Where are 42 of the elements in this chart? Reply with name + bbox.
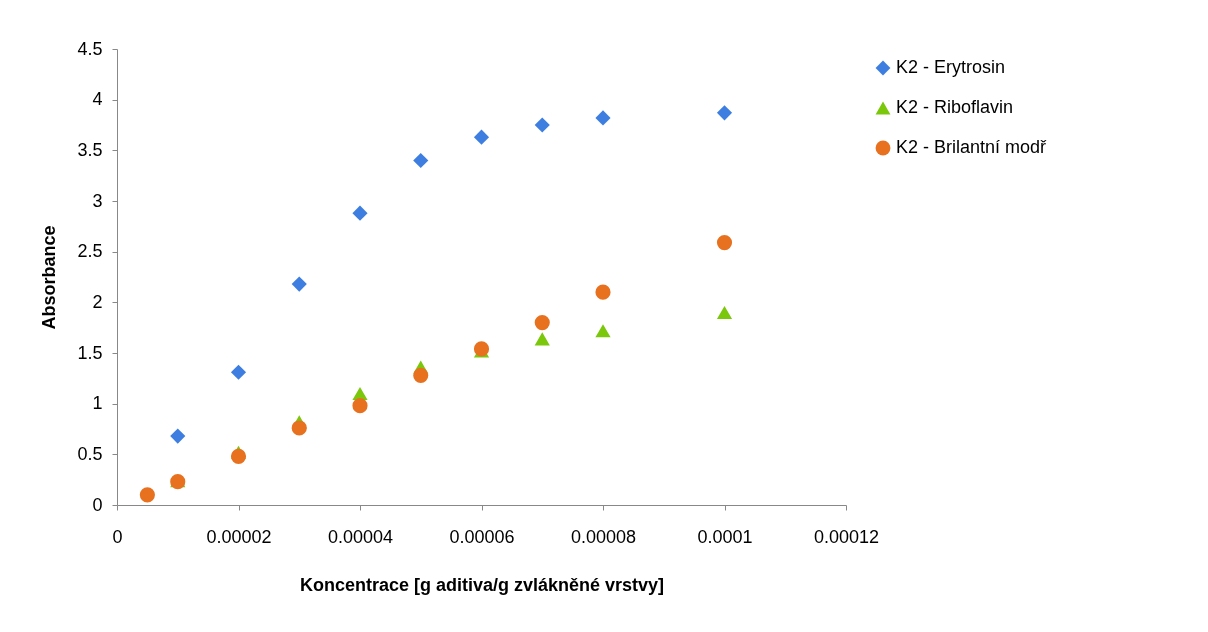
y-axis-title: Absorbance [39, 225, 60, 330]
x-tick-label: 0.00012 [813, 526, 880, 547]
legend-label: K2 - Riboflavin [896, 97, 1014, 117]
point [230, 364, 247, 380]
point [352, 398, 368, 414]
y-tick-label: 4.5 [77, 38, 103, 59]
y-tick-label: 3 [92, 190, 103, 211]
x-axis-title: Koncentrace [g aditiva/g zvlákněné vrstvy] [299, 574, 665, 595]
x-tick-label: 0.0001 [697, 526, 753, 547]
point [534, 315, 550, 331]
point [170, 428, 186, 444]
x-tick-label: 0.00008 [570, 526, 637, 547]
point [595, 284, 611, 300]
legend-label: K2 - Erytrosin [896, 57, 1006, 77]
point [413, 152, 429, 169]
y-tick-label: 2 [92, 291, 103, 312]
point [716, 234, 733, 251]
point [534, 117, 550, 133]
point [595, 324, 611, 338]
x-tick-label: 0.00002 [206, 526, 272, 547]
point [473, 129, 490, 145]
y-tick-label: 1 [92, 393, 103, 414]
y-tick-label: 0.5 [77, 443, 103, 464]
y-tick-label: 3.5 [77, 139, 103, 160]
y-tick-label: 1.5 [77, 342, 103, 363]
legend-label: K2 - Brilantní modř [896, 137, 1048, 157]
point [352, 205, 368, 221]
y-tick-label: 2.5 [77, 241, 103, 262]
point [716, 105, 733, 121]
x-tick-label: 0 [112, 526, 123, 547]
point [291, 420, 307, 436]
y-tick-label: 4 [92, 89, 103, 110]
point [230, 448, 247, 464]
point [413, 367, 429, 383]
point [595, 110, 611, 126]
point [291, 276, 307, 292]
x-tick-label: 0.00004 [327, 526, 394, 547]
point [716, 305, 733, 320]
point [534, 332, 550, 346]
x-tick-label: 0.00006 [449, 526, 515, 547]
y-tick-label: 0 [92, 494, 103, 515]
point [139, 487, 155, 503]
